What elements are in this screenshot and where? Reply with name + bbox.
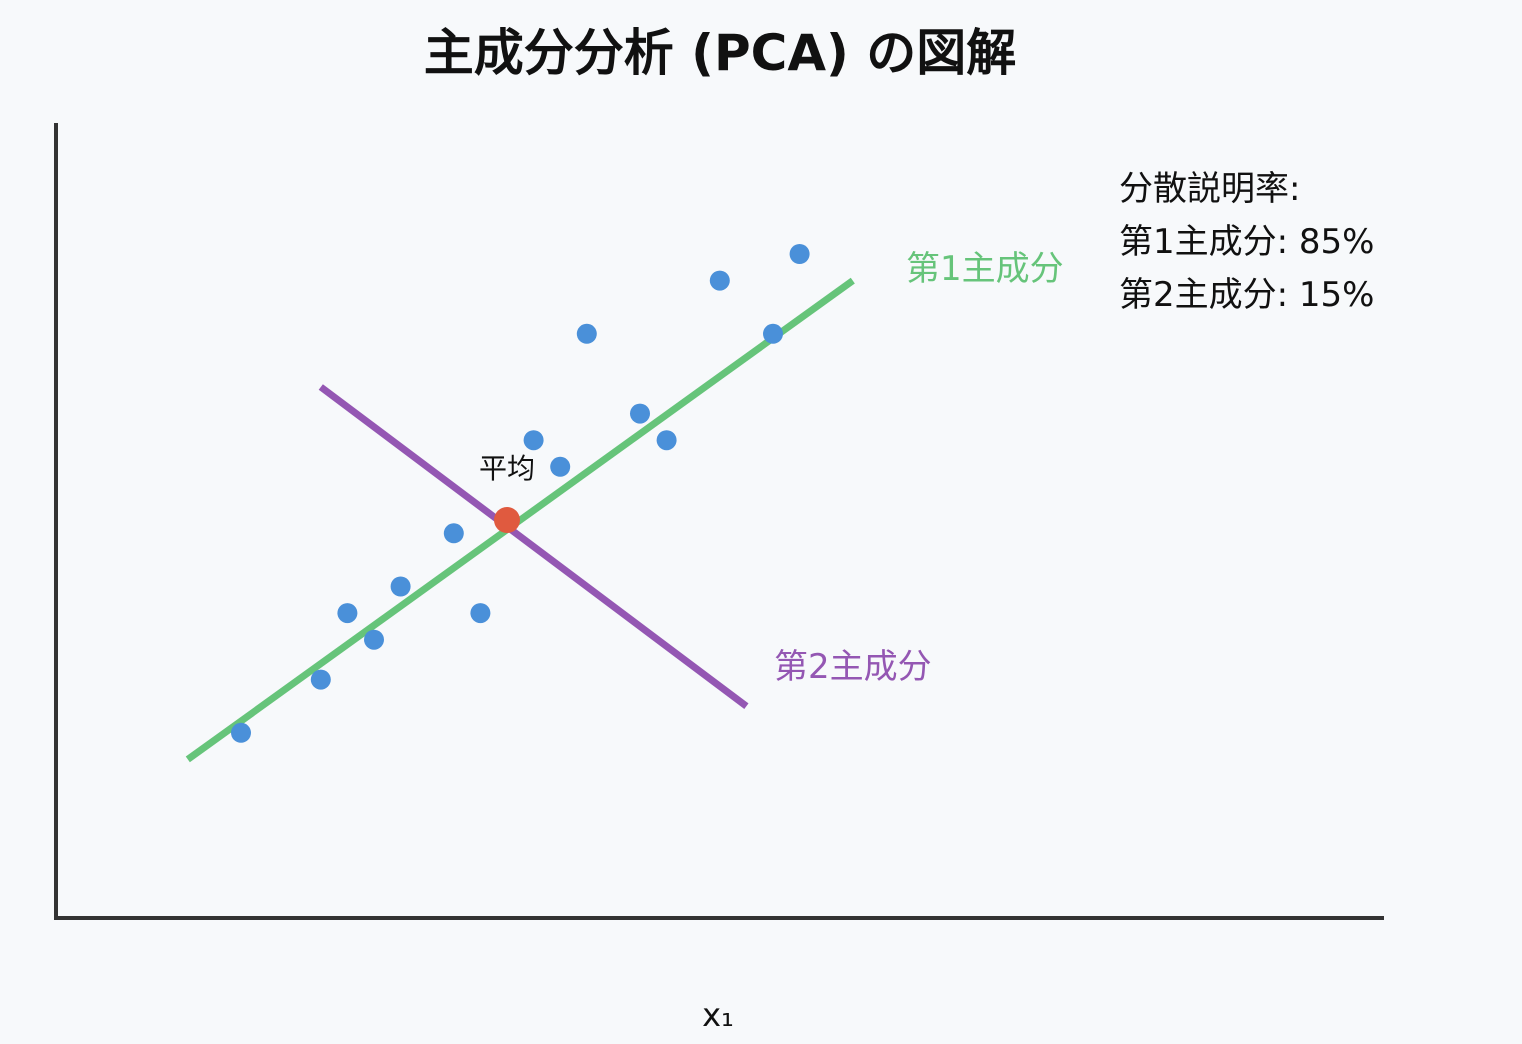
data-point bbox=[789, 244, 810, 264]
variance-legend: 分散説明率: 第1主成分: 85% 第2主成分: 15% bbox=[1119, 169, 1374, 315]
data-point bbox=[656, 430, 677, 451]
x-axis-label: x₁ bbox=[702, 996, 734, 1034]
variance-pc1: 第1主成分: 85% bbox=[1119, 222, 1374, 262]
data-point bbox=[709, 270, 730, 291]
data-point bbox=[390, 576, 411, 597]
data-points bbox=[231, 244, 810, 743]
pc2-line bbox=[318, 384, 749, 710]
diagram-title: 主成分分析 (PCA) の図解 bbox=[424, 24, 1017, 82]
data-point bbox=[550, 456, 571, 477]
mean-label: 平均 bbox=[479, 452, 535, 485]
pc1-label: 第1主成分 bbox=[906, 249, 1064, 289]
mean-point bbox=[494, 507, 520, 533]
data-point bbox=[576, 323, 597, 344]
data-point bbox=[337, 603, 358, 624]
data-point bbox=[470, 603, 491, 624]
pc1-line bbox=[185, 277, 855, 763]
principal-component-lines bbox=[185, 277, 855, 763]
variance-heading: 分散説明率: bbox=[1119, 169, 1300, 209]
data-point bbox=[443, 523, 464, 544]
data-point bbox=[364, 629, 384, 650]
data-point bbox=[630, 403, 650, 424]
data-point bbox=[763, 323, 783, 344]
data-point bbox=[310, 669, 331, 690]
variance-pc2: 第2主成分: 15% bbox=[1119, 275, 1374, 315]
data-point bbox=[523, 430, 544, 451]
pc2-label: 第2主成分 bbox=[774, 647, 932, 687]
data-point bbox=[231, 722, 251, 743]
